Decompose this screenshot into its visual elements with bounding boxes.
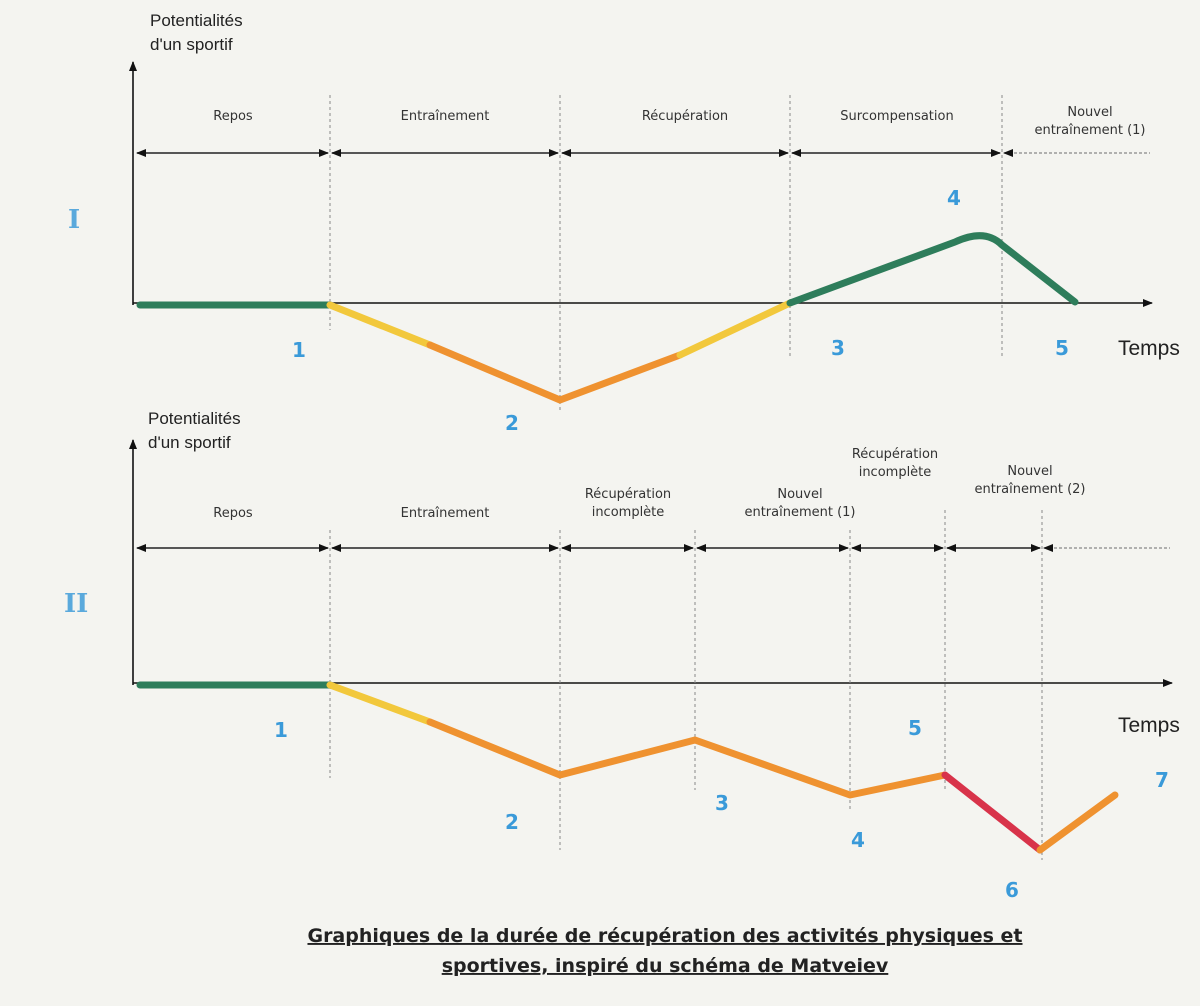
caption-line-2: sportives, inspiré du schéma de Matveiev [442,955,889,977]
point-3: 3 [831,336,845,360]
point-3: 3 [715,791,729,815]
point-6: 6 [1005,878,1019,902]
point-4: 4 [851,828,865,852]
potential-curve [136,681,1119,854]
phase-label-nouvel1-1: Nouvel [777,487,822,502]
phase-label-nouvel1-2: entraînement (1) [744,505,855,520]
phase-label-nouvel2-1: Nouvel [1007,464,1052,479]
phase-label-surcompensation: Surcompensation [840,109,953,124]
phase-label-recuperation: Récupération [642,109,728,124]
y-axis-label-line1: Potentialités [150,11,243,30]
y-axis-label-line2: d'un sportif [150,35,233,54]
point-5: 5 [1055,336,1069,360]
caption-line-1: Graphiques de la durée de récupération d… [307,925,1022,947]
phase-label-recup-2: incomplète [592,505,665,520]
phase-label-repos: Repos [213,506,253,521]
point-2: 2 [505,411,519,435]
phase-dividers [329,95,1003,410]
diagram-number: I [68,205,80,235]
point-2: 2 [505,810,519,834]
phase-label-entrainement: Entraînement [401,506,490,521]
phase-label-nouvel2-2: entraînement (2) [974,482,1085,497]
y-axis-label-line2: d'un sportif [148,433,231,452]
point-5: 5 [908,716,922,740]
y-axis-label-line1: Potentialités [148,409,241,428]
point-1: 1 [292,338,306,362]
phase-dividers [329,510,1043,860]
point-7: 7 [1155,768,1169,792]
diagram-1: Potentialités d'un sportif I Repos Entra… [68,11,1180,435]
phase-label-repos: Repos [213,109,253,124]
x-axis-label: Temps [1118,337,1180,360]
phase-label-recup-1: Récupération [585,487,671,502]
phase-label-recup2-1: Récupération [852,447,938,462]
phase-label-nouvel-1: Nouvel [1067,105,1112,120]
potential-curve [136,232,1079,404]
point-4: 4 [947,186,961,210]
phase-label-entrainement: Entraînement [401,109,490,124]
point-1: 1 [274,718,288,742]
x-axis-label: Temps [1118,714,1180,737]
diagram-number: II [64,589,88,619]
phase-label-nouvel-2: entraînement (1) [1034,123,1145,138]
diagram-2: Potentialités d'un sportif II Repos Entr… [64,409,1180,902]
phase-label-recup2-2: incomplète [859,465,932,480]
